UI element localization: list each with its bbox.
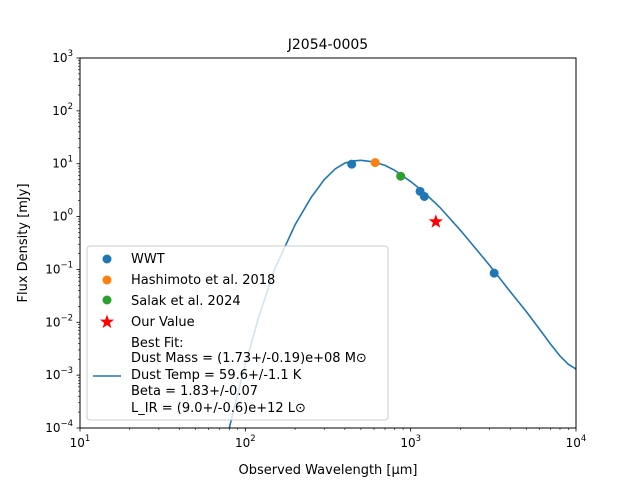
legend: WWT Hashimoto et al. 2018 Salak et al. 2… [86, 245, 389, 421]
legend-marker-salak [102, 295, 112, 305]
x-tick-label: 101 [70, 434, 91, 450]
axis-ticks: 101 102 103 104 10−4 10−3 10−2 10−1 100 101 102 103 [45, 49, 586, 450]
y-axis-label: Flux Density [mJy] [16, 183, 31, 302]
legend-label-dust-temp: Dust Temp = 59.6+/-1.1 K [131, 368, 302, 383]
legend-marker-wwt [102, 254, 112, 264]
legend-label-best-fit: Best Fit: [131, 336, 184, 351]
legend-label-lir: L_IR = (9.0+/-0.6)e+12 L⊙ [131, 401, 306, 416]
y-tick-label: 10−3 [45, 366, 73, 382]
legend-label-beta: Beta = 1.83+/-0.07 [131, 384, 258, 399]
legend-label-dust-mass: Dust Mass = (1.73+/-0.19)e+08 M⊙ [131, 351, 367, 366]
legend-box [86, 245, 389, 421]
y-tick-label: 103 [52, 49, 73, 65]
legend-marker-our-value [99, 314, 115, 329]
y-tick-label: 102 [52, 102, 73, 118]
legend-label-wwt: WWT [131, 252, 165, 267]
y-tick-label: 100 [52, 208, 73, 224]
legend-label-our-value: Our Value [131, 315, 195, 330]
data-point [396, 171, 406, 181]
y-tick-label: 10−4 [45, 419, 73, 435]
chart-title: J2054-0005 [287, 37, 368, 53]
y-tick-label: 10−1 [45, 260, 73, 276]
data-point [370, 158, 380, 168]
y-tick-label: 10−2 [45, 313, 73, 329]
data-point [489, 268, 499, 278]
x-tick-label: 103 [400, 434, 421, 450]
legend-marker-hashimoto [102, 275, 112, 285]
x-tick-label: 102 [235, 434, 256, 450]
data-point [347, 159, 357, 169]
data-point [419, 191, 429, 201]
legend-label-salak: Salak et al. 2024 [131, 294, 241, 309]
axes-frame [79, 57, 577, 429]
data-point-our-value [428, 214, 443, 228]
x-axis-label: Observed Wavelength [μm] [238, 463, 417, 478]
x-tick-label: 104 [566, 434, 587, 450]
legend-label-hashimoto: Hashimoto et al. 2018 [131, 273, 275, 288]
y-tick-label: 101 [52, 155, 73, 171]
